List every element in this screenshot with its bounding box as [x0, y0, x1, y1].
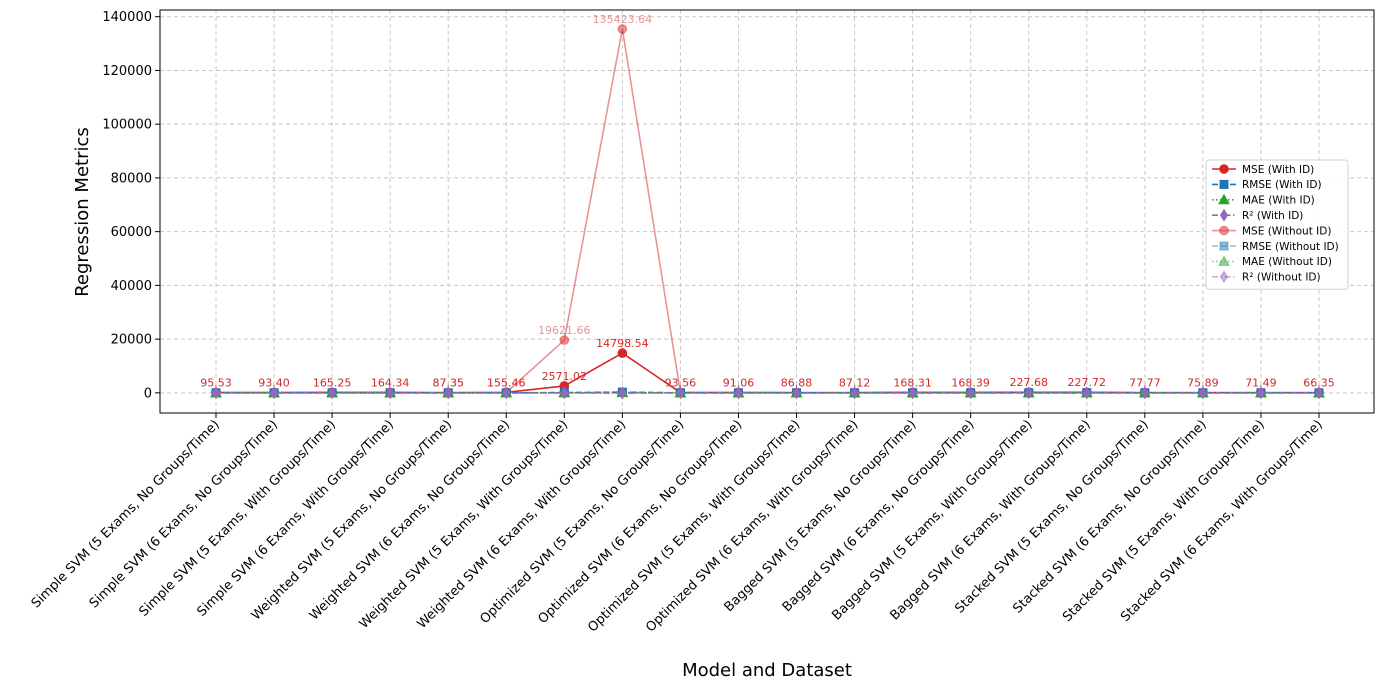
- y-tick-label: 40000: [111, 279, 152, 294]
- legend-item-rmse-without-id: RMSE (Without ID): [1212, 241, 1339, 253]
- y-tick-label: 120000: [102, 64, 152, 79]
- data-point: [444, 386, 453, 400]
- legend-item-r-with-id: R² (With ID): [1212, 208, 1303, 222]
- legend-label: R² (Without ID): [1242, 272, 1321, 284]
- legend-swatch-marker: [1218, 255, 1230, 266]
- legend-item-mae-without-id: MAE (Without ID): [1212, 255, 1332, 268]
- y-tick-label: 60000: [111, 225, 152, 240]
- legend-item-rmse-with-id: RMSE (With ID): [1212, 179, 1322, 191]
- data-point: [908, 386, 917, 400]
- data-label: 75.89: [1187, 377, 1219, 390]
- data-label: 168.39: [951, 376, 990, 389]
- data-point: [1256, 386, 1266, 400]
- data-point: [1024, 386, 1033, 400]
- data-label: 19621.66: [538, 324, 591, 337]
- data-label: 155.46: [487, 376, 526, 389]
- data-point: [1082, 386, 1091, 400]
- data-label: 87.35: [432, 377, 464, 390]
- data-point: [618, 386, 627, 400]
- y-axis-title: Regression Metrics: [72, 127, 93, 297]
- data-label: 95.53: [200, 377, 232, 390]
- data-label: 168.31: [893, 376, 932, 389]
- legend-swatch-marker: [1218, 193, 1230, 205]
- data-point: [502, 386, 511, 400]
- data-point: [734, 386, 743, 400]
- y-axis: 0 20000 40000 60000 80000 100000 120000 140000: [102, 10, 160, 401]
- data-label: 87.12: [839, 377, 871, 390]
- data-point: [1314, 386, 1324, 400]
- legend-label: MSE (With ID): [1242, 164, 1314, 176]
- data-point: [559, 335, 570, 345]
- legend-swatch-marker: [1219, 164, 1229, 174]
- y-tick-label: 0: [144, 386, 152, 401]
- data-point: [386, 386, 395, 400]
- data-point: [966, 386, 975, 400]
- data-point: [560, 386, 569, 400]
- data-label: 93.56: [665, 377, 697, 390]
- data-label: 14798.54: [596, 337, 649, 350]
- data-label: 165.25: [313, 376, 352, 389]
- legend-swatch-marker: [1219, 270, 1229, 284]
- data-label: 227.68: [1009, 376, 1048, 389]
- y-tick-label: 140000: [102, 10, 152, 25]
- legend-item-mae-with-id: MAE (With ID): [1212, 193, 1315, 207]
- data-label: 164.34: [371, 376, 410, 389]
- legend-swatch-marker: [1219, 241, 1229, 251]
- data-label: 71.49: [1245, 377, 1277, 390]
- legend: MSE (With ID) RMSE (With ID) MAE (With ID)…: [1205, 159, 1349, 290]
- legend-label: RMSE (With ID): [1242, 179, 1322, 191]
- data-point: [328, 386, 337, 400]
- legend-box: [1205, 159, 1349, 290]
- legend-label: RMSE (Without ID): [1242, 241, 1339, 253]
- legend-swatch-marker: [1219, 208, 1229, 222]
- legend-item-mse-without-id: MSE (Without ID): [1212, 225, 1331, 237]
- legend-label: MAE (Without ID): [1242, 256, 1332, 268]
- legend-swatch-marker: [1219, 179, 1229, 189]
- data-point: [792, 386, 801, 400]
- data-point: [211, 386, 221, 400]
- legend-item-r-without-id: R² (Without ID): [1212, 270, 1321, 284]
- data-label: 227.72: [1068, 376, 1107, 389]
- series-layer: [210, 24, 1325, 400]
- data-label: 77.77: [1129, 377, 1161, 390]
- legend-swatch-marker: [1219, 225, 1229, 236]
- plot-frame: [159, 9, 1375, 414]
- x-axis-title: Model and Dataset: [682, 660, 852, 681]
- data-label: 91.06: [723, 377, 755, 390]
- series-r-with-id: [211, 386, 1324, 400]
- data-point: [269, 386, 279, 400]
- data-point: [617, 348, 628, 358]
- legend-label: MAE (With ID): [1242, 195, 1315, 207]
- y-tick-label: 20000: [111, 333, 152, 348]
- data-point: [1198, 386, 1207, 400]
- data-point: [617, 24, 628, 34]
- data-label: 87.35: [432, 377, 464, 390]
- data-point: [1140, 386, 1149, 400]
- data-label: 93.40: [258, 377, 290, 390]
- data-label: 86.88: [781, 377, 813, 390]
- data-label: 155.46: [487, 376, 526, 389]
- y-tick-label: 100000: [102, 118, 152, 133]
- data-label: 2571.02: [542, 370, 588, 383]
- legend-item-mse-with-id: MSE (With ID): [1212, 164, 1314, 176]
- data-point: [850, 386, 859, 400]
- data-label: 66.35: [1303, 377, 1335, 390]
- data-labels: 87.35 155.46 19621.66 135423.64 95.53 93.40 16…: [200, 13, 1335, 390]
- legend-label: R² (With ID): [1242, 210, 1303, 222]
- data-label: 135423.64: [593, 13, 653, 26]
- data-point: [676, 386, 685, 400]
- legend-label: MSE (Without ID): [1242, 225, 1331, 237]
- y-tick-label: 80000: [111, 171, 152, 186]
